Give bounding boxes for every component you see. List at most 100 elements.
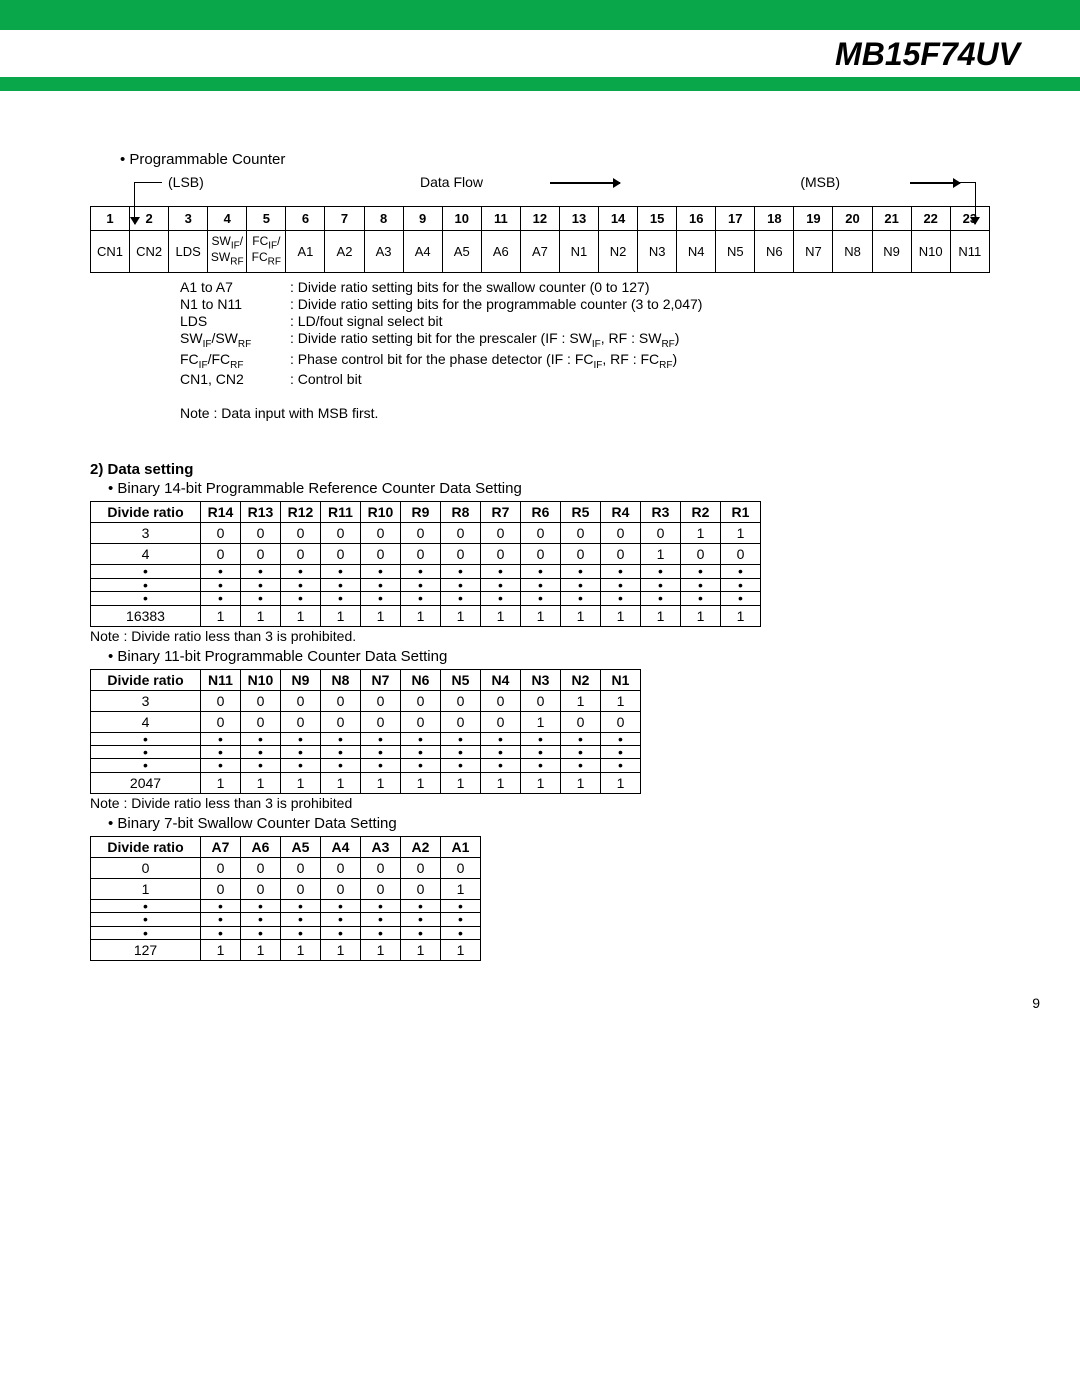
cell: 4 [91,711,201,732]
cell: 0 [601,523,641,544]
cell: • [321,759,361,772]
bit-name-13: N1 [559,231,598,273]
cell: • [561,592,601,605]
cell: • [681,592,721,605]
col-R1: R1 [721,502,761,523]
cell: 0 [441,857,481,878]
cell: 0 [321,690,361,711]
cell: • [401,913,441,926]
col-A7: A7 [201,836,241,857]
cell: 0 [281,690,321,711]
col-R14: R14 [201,502,241,523]
dataflow-arrow [550,182,620,184]
cell: 0 [241,711,281,732]
cell: 0 [281,711,321,732]
col-N3: N3 [521,669,561,690]
page-body: • Programmable Counter (LSB) Data Flow (… [0,91,1080,971]
cell: • [481,592,521,605]
cell: 0 [321,878,361,899]
cell: 0 [321,857,361,878]
cell: 0 [481,711,521,732]
cell: 1 [361,605,401,626]
cell: • [321,592,361,605]
msb-arrow [948,182,976,224]
bit-name-6: A1 [286,231,325,273]
legend-val: : Control bit [290,371,362,387]
col-Divide ratio: Divide ratio [91,669,201,690]
cell: 1 [601,772,641,793]
cell: 0 [201,690,241,711]
cell: • [601,592,641,605]
bit-name-16: N4 [677,231,716,273]
bit-col-16: 16 [677,207,716,231]
cell: 1 [241,605,281,626]
cell: 1 [321,939,361,960]
cell: 1 [601,605,641,626]
legend-key: SWIF/SWRF [180,330,290,350]
legend-val: : Divide ratio setting bits for the prog… [290,296,702,312]
col-N8: N8 [321,669,361,690]
cell: 1 [561,690,601,711]
cell: 0 [521,544,561,565]
cell: 0 [201,711,241,732]
cell: 0 [201,523,241,544]
top-green-bar [0,0,1080,30]
cell: • [401,592,441,605]
bit-col-21: 21 [872,207,911,231]
bit-col-15: 15 [638,207,677,231]
cell: 0 [201,857,241,878]
cell: 0 [361,878,401,899]
cell: 0 [321,523,361,544]
table-row: •••••••••••• [91,759,641,772]
cell: 1 [601,690,641,711]
cell: 1 [561,772,601,793]
dataflow-label: Data Flow [420,174,483,190]
cell: 1 [521,605,561,626]
bit-col-19: 19 [794,207,833,231]
cell: 1 [721,605,761,626]
table-7bit: Divide ratioA7A6A5A4A3A2A100000000100000… [90,836,481,961]
table11-note: Note : Divide ratio less than 3 is prohi… [90,795,990,811]
cell: 0 [441,523,481,544]
bit-name-20: N8 [833,231,872,273]
table-row: 204711111111111 [91,772,641,793]
cell: 0 [401,878,441,899]
cell: 1 [641,544,681,565]
legend-val: : Divide ratio setting bit for the presc… [290,330,679,350]
legend-row-3: SWIF/SWRF: Divide ratio setting bit for … [180,330,990,350]
cell: 0 [201,544,241,565]
cell: 1 [91,878,201,899]
cell: • [721,592,761,605]
col-R4: R4 [601,502,641,523]
cell: 1 [201,939,241,960]
cell: • [201,926,241,939]
cell: 1 [401,605,441,626]
cell: 1 [521,772,561,793]
bit-col-11: 11 [481,207,520,231]
legend: A1 to A7: Divide ratio setting bits for … [180,279,990,388]
cell: 1 [241,939,281,960]
table14-title: • Binary 14-bit Programmable Reference C… [108,480,990,497]
col-A5: A5 [281,836,321,857]
table-row: ••••••••••••••• [91,592,761,605]
col-N4: N4 [481,669,521,690]
cell: • [281,592,321,605]
cell: 0 [241,544,281,565]
cell: 3 [91,690,201,711]
table11-title: • Binary 11-bit Programmable Counter Dat… [108,648,990,665]
table-row: 1638311111111111111 [91,605,761,626]
cell: 1 [361,772,401,793]
cell: 0 [241,878,281,899]
bit-name-7: A2 [325,231,364,273]
legend-key: FCIF/FCRF [180,351,290,371]
legend-val: : LD/fout signal select bit [290,313,443,329]
col-R7: R7 [481,502,521,523]
cell: 0 [401,544,441,565]
cell: • [91,592,201,605]
cell: 0 [361,544,401,565]
cell: 0 [601,711,641,732]
col-Divide ratio: Divide ratio [91,502,201,523]
legend-val: : Divide ratio setting bits for the swal… [290,279,650,295]
table-row: •••••••• [91,913,481,926]
legend-key: CN1, CN2 [180,371,290,387]
